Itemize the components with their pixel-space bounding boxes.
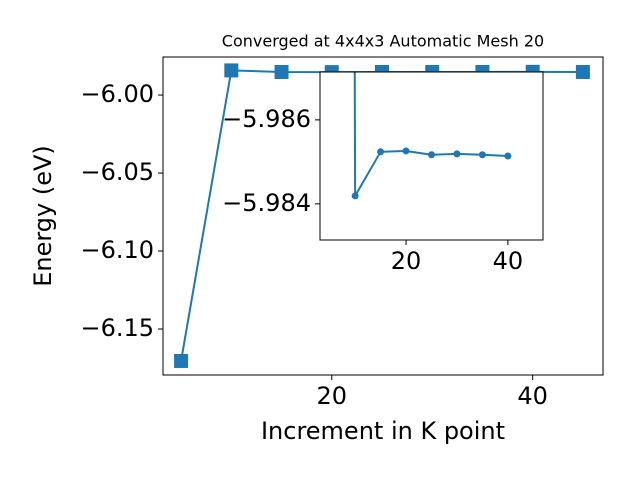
x-tick-label: 20 <box>316 382 347 410</box>
y-tick-label: −5.986 <box>222 105 311 133</box>
line <box>353 72 508 200</box>
marker <box>351 192 359 200</box>
y-tick-label: −5.984 <box>222 189 311 217</box>
marker <box>504 152 512 160</box>
x-axis-label: Increment in K point <box>261 417 505 445</box>
x-tick-label: 40 <box>493 247 524 275</box>
x-tick-label: 20 <box>391 247 422 275</box>
y-tick-label: −6.00 <box>80 80 154 108</box>
x-tick-label: 40 <box>517 382 548 410</box>
marker <box>224 63 239 78</box>
y-axis-label: Energy (eV) <box>29 145 57 287</box>
marker <box>428 151 435 159</box>
y-tick-label: −6.05 <box>80 158 154 186</box>
axes-frame <box>162 56 604 376</box>
y-tick-label: −6.10 <box>80 236 154 264</box>
chart-title: Converged at 4x4x3 Automatic Mesh 20 <box>222 32 544 51</box>
marker <box>402 147 410 155</box>
marker <box>575 64 590 79</box>
marker <box>377 148 385 156</box>
axes-frame <box>319 71 544 241</box>
marker <box>478 151 486 159</box>
marker <box>274 64 289 79</box>
plot-content <box>351 72 512 200</box>
marker <box>453 150 461 158</box>
marker <box>174 353 189 368</box>
y-tick-label: −6.15 <box>80 314 154 342</box>
